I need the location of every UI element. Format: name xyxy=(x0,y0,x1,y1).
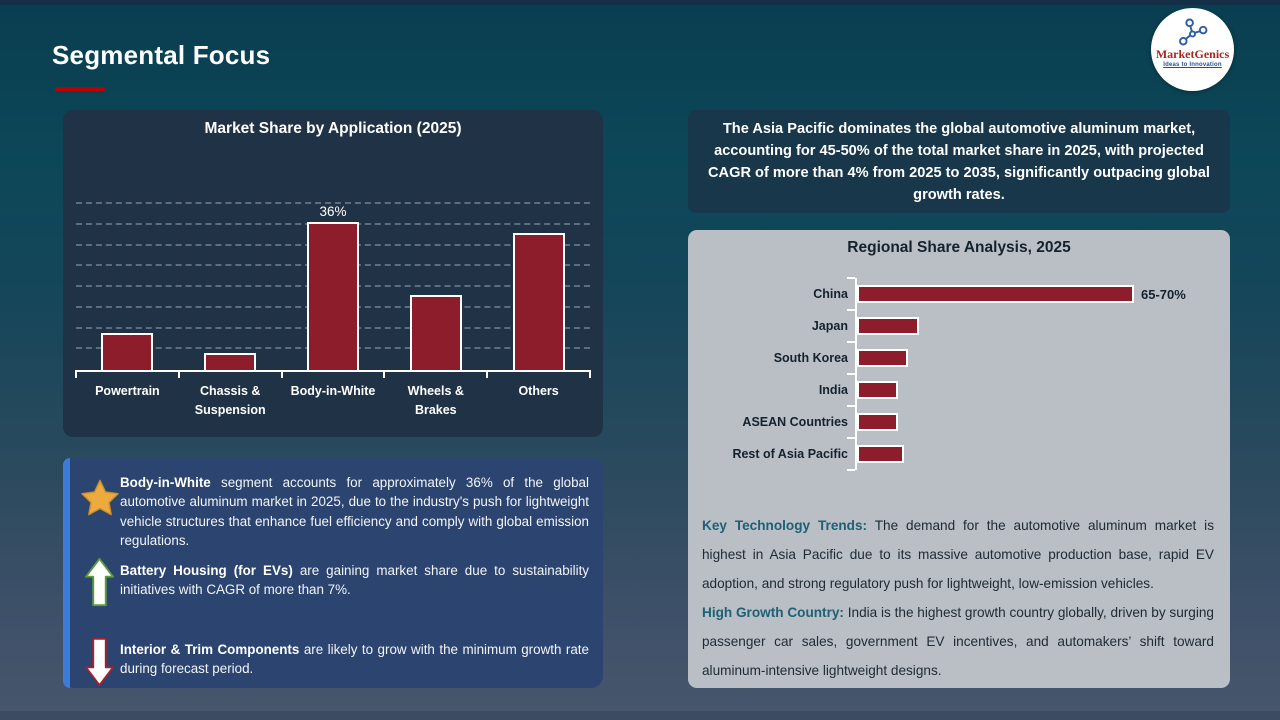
regional-chart-title: Regional Share Analysis, 2025 xyxy=(847,239,1071,256)
hbar-row-china: China 65-70% xyxy=(688,277,1230,310)
bar-data-label: 36% xyxy=(319,204,347,219)
arrow-down-icon xyxy=(85,638,114,687)
axis-category-label: Body-in-White xyxy=(290,384,376,398)
hbar-row-india: India xyxy=(688,373,1230,406)
highlight-lead: Interior & Trim Components xyxy=(120,642,300,658)
axis-category-label: Chassis & Suspension xyxy=(194,384,266,417)
x-axis-tick xyxy=(177,370,180,378)
market-share-chart-panel: Market Share by Application (2025) 36% P… xyxy=(63,110,603,437)
regional-insights: Key Technology Trends: The demand for th… xyxy=(702,511,1214,685)
hbar xyxy=(857,413,899,431)
logo-name: MarketGenics xyxy=(1155,47,1230,61)
insight-text: The demand for the automotive aluminum m… xyxy=(702,518,1214,591)
x-axis-tick xyxy=(280,370,283,378)
bar-others xyxy=(512,233,565,370)
insight-lead: Key Technology Trends: xyxy=(702,518,868,533)
hbar-category-label: ASEAN Countries xyxy=(742,415,848,429)
bar-wheels-brakes xyxy=(409,295,462,370)
hbar xyxy=(857,285,1134,303)
axis-category-label: Others xyxy=(518,384,559,398)
bar-cell xyxy=(179,204,282,370)
insight-paragraph: Key Technology Trends: The demand for th… xyxy=(702,511,1214,598)
hbar-category-label: South Korea xyxy=(773,351,848,365)
molecule-icon xyxy=(1179,18,1208,46)
hbar-area xyxy=(847,341,1230,374)
insight-lead: High Growth Country: xyxy=(702,605,844,620)
arrow-up-icon xyxy=(85,558,114,607)
x-axis-tick xyxy=(75,370,77,378)
hbar-area: 65-70% xyxy=(847,277,1230,310)
asia-pacific-callout: The Asia Pacific dominates the global au… xyxy=(688,110,1230,213)
hbar-row-south-korea: South Korea xyxy=(688,341,1230,374)
segment-highlights-panel: Body-in-White segment accounts for appro… xyxy=(63,458,603,688)
highlight-text: Body-in-White segment accounts for appro… xyxy=(120,475,589,548)
highlight-item-battery-housing: Battery Housing (for EVs) are gaining ma… xyxy=(79,558,591,607)
hbar-data-label: 65-70% xyxy=(1141,286,1186,302)
callout-text: The Asia Pacific dominates the global au… xyxy=(708,120,1210,203)
x-axis-tick xyxy=(486,370,489,378)
hbar xyxy=(857,381,899,399)
hbar xyxy=(857,317,919,335)
hbar-row-japan: Japan xyxy=(688,309,1230,342)
highlight-lead: Body-in-White xyxy=(120,475,211,490)
hbar xyxy=(857,349,909,367)
page-title: Segmental Focus xyxy=(52,40,271,70)
bar-powertrain xyxy=(101,332,154,370)
axis-category-label: Powertrain xyxy=(95,384,160,398)
hbar-area xyxy=(847,309,1230,342)
highlight-item-body-in-white: Body-in-White segment accounts for appro… xyxy=(79,473,591,550)
hbar xyxy=(857,445,905,463)
top-accent-bar xyxy=(0,0,1280,5)
star-icon xyxy=(80,479,119,516)
hbar-category-label: India xyxy=(818,383,848,397)
bar-cell xyxy=(76,204,179,370)
bar-chart-plot-area: 36% xyxy=(75,202,591,378)
hbar-area xyxy=(847,437,1230,471)
highlight-text: Interior & Trim Components are likely to… xyxy=(120,642,589,677)
x-axis-labels: Powertrain Chassis & Suspension Body-in-Wh… xyxy=(76,382,590,420)
horizontal-bar-chart: China 65-70% Japan South Korea India ASEAN Co… xyxy=(688,277,1230,471)
hbar-category-label: Japan xyxy=(811,319,848,333)
hbar-category-label: Rest of Asia Pacific xyxy=(732,447,848,461)
bar-cell xyxy=(487,204,590,370)
chart-title: Market Share by Application (2025) xyxy=(204,120,462,137)
insight-text: India is the highest growth country glob… xyxy=(702,605,1214,678)
bottom-accent-bar xyxy=(0,711,1280,720)
hbar-row-rest-of-asia-pacific: Rest of Asia Pacific xyxy=(688,437,1230,471)
insight-paragraph: High Growth Country: India is the highes… xyxy=(702,598,1214,685)
highlight-lead: Battery Housing (for EVs) xyxy=(120,563,293,579)
regional-share-panel: Regional Share Analysis, 2025 China 65-70… xyxy=(688,230,1230,688)
title-underline xyxy=(55,87,105,91)
bars: 36% xyxy=(76,204,590,370)
logo: MarketGenics Ideas to Innovation xyxy=(1151,8,1234,91)
gridline xyxy=(76,202,590,204)
hbar-area xyxy=(847,373,1230,406)
bar-cell: 36% xyxy=(282,204,385,370)
logo-tagline: Ideas to Innovation xyxy=(1163,62,1222,68)
hbar-area xyxy=(847,405,1230,438)
bar-chassis-suspension xyxy=(204,353,257,370)
hbar-row-asean-countries: ASEAN Countries xyxy=(688,405,1230,438)
x-axis-tick xyxy=(589,370,591,378)
highlight-item-interior-trim: Interior & Trim Components are likely to… xyxy=(79,638,591,687)
axis-category-label: Wheels & Brakes xyxy=(407,384,464,417)
bar-cell xyxy=(384,204,487,370)
hbar-category-label: China xyxy=(813,287,848,301)
x-axis-tick xyxy=(383,370,386,378)
highlight-text: Battery Housing (for EVs) are gaining ma… xyxy=(120,563,589,598)
bar-body-in-white xyxy=(306,222,359,370)
